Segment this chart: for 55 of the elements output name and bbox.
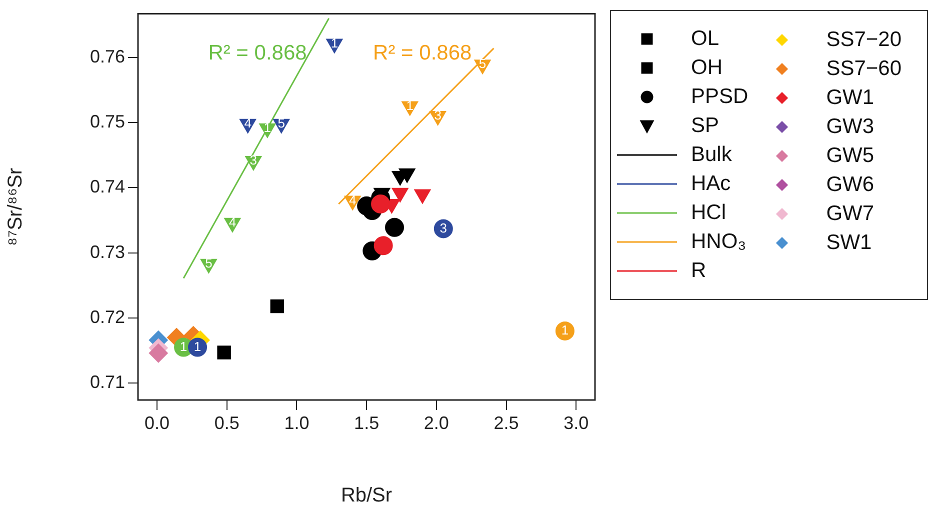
legend-label: GW6 (826, 172, 874, 196)
legend-label: SW1 (826, 230, 872, 254)
point (148, 344, 168, 363)
y-tick-label: 0.72 (90, 306, 125, 327)
legend-label: SP (691, 114, 720, 138)
point (270, 299, 284, 314)
legend-label: HCl (691, 200, 726, 225)
x-tick-label: 1.5 (354, 412, 380, 433)
annotation: 4 (228, 214, 236, 230)
point (414, 189, 431, 204)
legend-label: HAc (691, 172, 731, 196)
point (385, 218, 404, 237)
y-axis-title: ⁸⁷Sr/⁸⁶Sr (4, 168, 27, 246)
annotation: 4 (348, 192, 356, 208)
annotation: 5 (205, 255, 212, 270)
annotation: 1 (194, 338, 202, 354)
legend-label: SS7−60 (826, 56, 902, 80)
x-tick-label: 3.0 (564, 412, 589, 433)
y-tick-label: 0.74 (90, 176, 125, 197)
point (374, 236, 393, 256)
point (392, 188, 408, 202)
x-axis-title: Rb/Sr (340, 484, 392, 507)
annotation: 4 (244, 115, 252, 130)
legend-label: OL (691, 27, 720, 52)
legend-label: PPSD (691, 85, 748, 110)
y-tick-label: 0.73 (90, 242, 125, 262)
y-tick-label: 0.75 (90, 112, 125, 132)
annotation: 1 (330, 35, 338, 50)
x-tick-label: 1.0 (284, 412, 310, 433)
annotation: 1 (406, 98, 414, 113)
annotation: R² = 0.868 (208, 42, 307, 65)
legend-label: GW5 (826, 144, 874, 168)
annotation: 1 (561, 322, 569, 338)
annotation: 5 (278, 115, 285, 130)
annotation: 1 (180, 338, 188, 354)
legend-label: SS7−20 (826, 28, 902, 52)
annotation: R² = 0.868 (373, 42, 472, 65)
legend-label: OH (691, 56, 722, 80)
x-tick-label: 0.5 (214, 412, 240, 433)
x-tick-label: 0.0 (144, 412, 170, 433)
legend-label: GW3 (826, 114, 874, 138)
annotation: 3 (440, 220, 448, 236)
annotation: 5 (478, 56, 486, 72)
legend-label: HNO₃ (691, 230, 746, 254)
point (217, 346, 231, 360)
annotation: 3 (250, 152, 258, 168)
legend-label: GW1 (826, 86, 874, 110)
legend-label: GW7 (826, 202, 874, 226)
x-tick-label: 2.0 (424, 412, 449, 433)
y-tick-label: 0.71 (90, 372, 125, 392)
legend-label: R (691, 258, 706, 283)
x-tick-label: 2.5 (494, 412, 519, 433)
annotation: 1 (264, 120, 271, 135)
y-tick-label: 0.76 (90, 46, 125, 66)
legend-label: Bulk (691, 143, 732, 167)
